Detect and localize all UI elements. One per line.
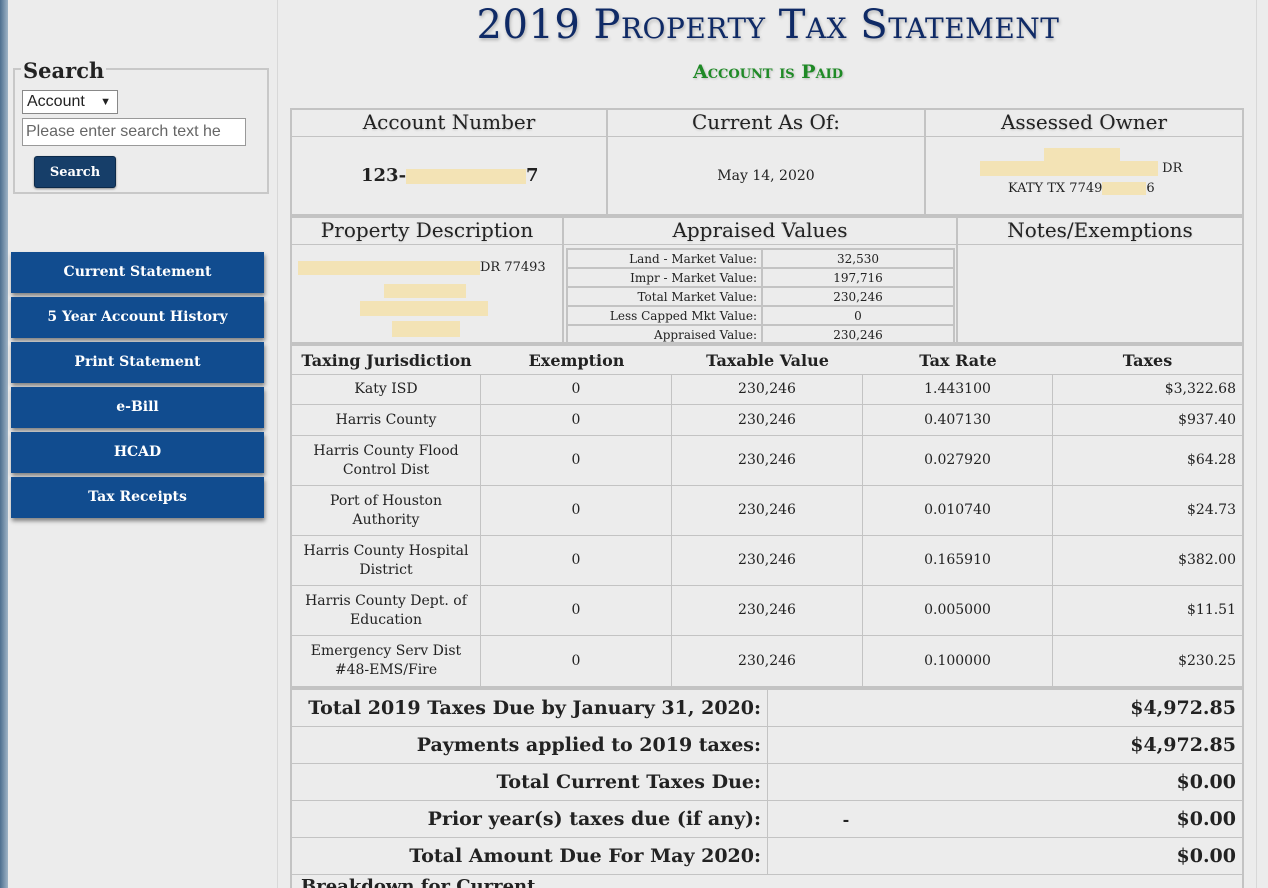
table-row: Harris County Dept. of Education 0 230,246… <box>292 586 1242 636</box>
nav-hcad[interactable]: HCAD <box>11 432 264 473</box>
owner-street-suffix: DR <box>1162 161 1183 176</box>
search-legend: Search <box>21 58 107 83</box>
redacted-block <box>384 280 466 299</box>
jurisdictions-section: Taxing Jurisdiction Exemption Taxable Va… <box>290 344 1244 688</box>
owner-city-line: KATY TX 7749 6 <box>1008 181 1155 196</box>
table-row: Total 2019 Taxes Due by January 31, 2020… <box>292 690 1242 727</box>
search-input[interactable] <box>22 118 246 146</box>
totals-table: Total 2019 Taxes Due by January 31, 2020… <box>292 690 1242 875</box>
next-section-heading: Breakdown for Current <box>301 876 536 888</box>
property-description-label: Property Description <box>292 218 562 245</box>
owner-address-line: DR <box>980 161 1182 176</box>
jurisdictions-table: Taxing Jurisdiction Exemption Taxable Va… <box>292 346 1242 686</box>
owner-city: KATY TX 7749 <box>1008 181 1103 196</box>
table-header-row: Taxing Jurisdiction Exemption Taxable Va… <box>292 346 1242 375</box>
nav-5-year-history[interactable]: 5 Year Account History <box>11 297 264 338</box>
owner-zip-suffix: 6 <box>1146 181 1155 196</box>
redacted-block <box>406 168 527 184</box>
appraised-values-cell: Appraised Values Land - Market Value: 32,… <box>564 218 958 345</box>
statement-main: 2019 Property Tax Statement Account is P… <box>279 0 1257 888</box>
account-number-prefix: 123- <box>361 165 407 186</box>
search-panel: Search Account ▼ Search <box>13 58 269 194</box>
table-row: Prior year(s) taxes due (if any): - $0.00 <box>292 801 1242 838</box>
left-edge-bar <box>0 0 8 888</box>
table-row: Less Capped Mkt Value: 0 <box>567 306 954 325</box>
notes-exemptions-label: Notes/Exemptions <box>958 218 1242 245</box>
table-row: Total Current Taxes Due: $0.00 <box>292 764 1242 801</box>
assessed-owner-label: Assessed Owner <box>926 110 1242 137</box>
status-badge: Account is Paid <box>692 61 844 83</box>
column-header: Taxable Value <box>672 346 863 375</box>
chevron-down-icon: ▼ <box>100 96 111 108</box>
account-number-suffix: 7 <box>526 165 539 186</box>
table-row: Payments applied to 2019 taxes: $4,972.85 <box>292 727 1242 764</box>
account-number-label: Account Number <box>292 110 606 137</box>
redacted-owner-name <box>1044 144 1120 163</box>
table-row: Port of Houston Authority 0 230,246 0.01074… <box>292 486 1242 536</box>
current-as-of-label: Current As Of: <box>608 110 924 137</box>
property-section: Property Description DR 77493 Appraised … <box>290 216 1244 345</box>
redacted-block <box>392 318 460 337</box>
search-button[interactable]: Search <box>34 156 116 188</box>
column-header: Taxes <box>1053 346 1242 375</box>
account-info-section: Account Number 123- 7 Current As Of: May … <box>290 108 1244 216</box>
totals-section: Total 2019 Taxes Due by January 31, 2020… <box>290 688 1244 888</box>
account-number-value: 123- 7 <box>292 138 606 214</box>
property-address-line: DR 77493 <box>298 260 546 275</box>
table-row: Harris County Flood Control Dist 0 230,246… <box>292 436 1242 486</box>
table-row: Land - Market Value: 32,530 <box>567 249 954 268</box>
nav-e-bill[interactable]: e-Bill <box>11 387 264 428</box>
page-title: 2019 Property Tax Statement <box>476 2 1060 48</box>
nav-print-statement[interactable]: Print Statement <box>11 342 264 383</box>
nav-tax-receipts[interactable]: Tax Receipts <box>11 477 264 518</box>
table-row: Total Amount Due For May 2020: $0.00 <box>292 838 1242 875</box>
main-right-border <box>1256 0 1257 888</box>
table-row: Appraised Value: 230,246 <box>567 325 954 344</box>
nav-current-statement[interactable]: Current Statement <box>11 252 264 293</box>
appraised-values-table: Land - Market Value: 32,530 Impr - Market… <box>566 248 955 345</box>
table-row: Harris County 0 230,246 0.407130 $937.40 <box>292 405 1242 436</box>
property-description-cell: Property Description DR 77493 <box>292 218 564 342</box>
search-type-select[interactable]: Account ▼ <box>22 90 118 114</box>
column-header: Tax Rate <box>863 346 1053 375</box>
table-row: Total Market Value: 230,246 <box>567 287 954 306</box>
account-number-cell: Account Number 123- 7 <box>292 110 608 214</box>
redacted-block <box>360 298 488 317</box>
appraised-values-label: Appraised Values <box>564 218 956 245</box>
property-zip: DR 77493 <box>480 260 546 275</box>
table-row: Impr - Market Value: 197,716 <box>567 268 954 287</box>
current-as-of-cell: Current As Of: May 14, 2020 <box>608 110 926 214</box>
table-row: Harris County Hospital District 0 230,246 0… <box>292 536 1242 586</box>
column-header: Exemption <box>481 346 672 375</box>
assessed-owner-cell: Assessed Owner DR KATY TX 7749 6 <box>926 110 1242 214</box>
current-as-of-value: May 14, 2020 <box>717 168 815 184</box>
notes-exemptions-cell: Notes/Exemptions <box>958 218 1242 342</box>
column-header: Taxing Jurisdiction <box>292 346 481 375</box>
table-row: Emergency Serv Dist #48-EMS/Fire 0 230,246… <box>292 636 1242 686</box>
search-type-value: Account <box>27 93 85 110</box>
sidebar: Search Account ▼ Search Current Statemen… <box>8 0 278 888</box>
table-row: Katy ISD 0 230,246 1.443100 $3,322.68 <box>292 375 1242 405</box>
